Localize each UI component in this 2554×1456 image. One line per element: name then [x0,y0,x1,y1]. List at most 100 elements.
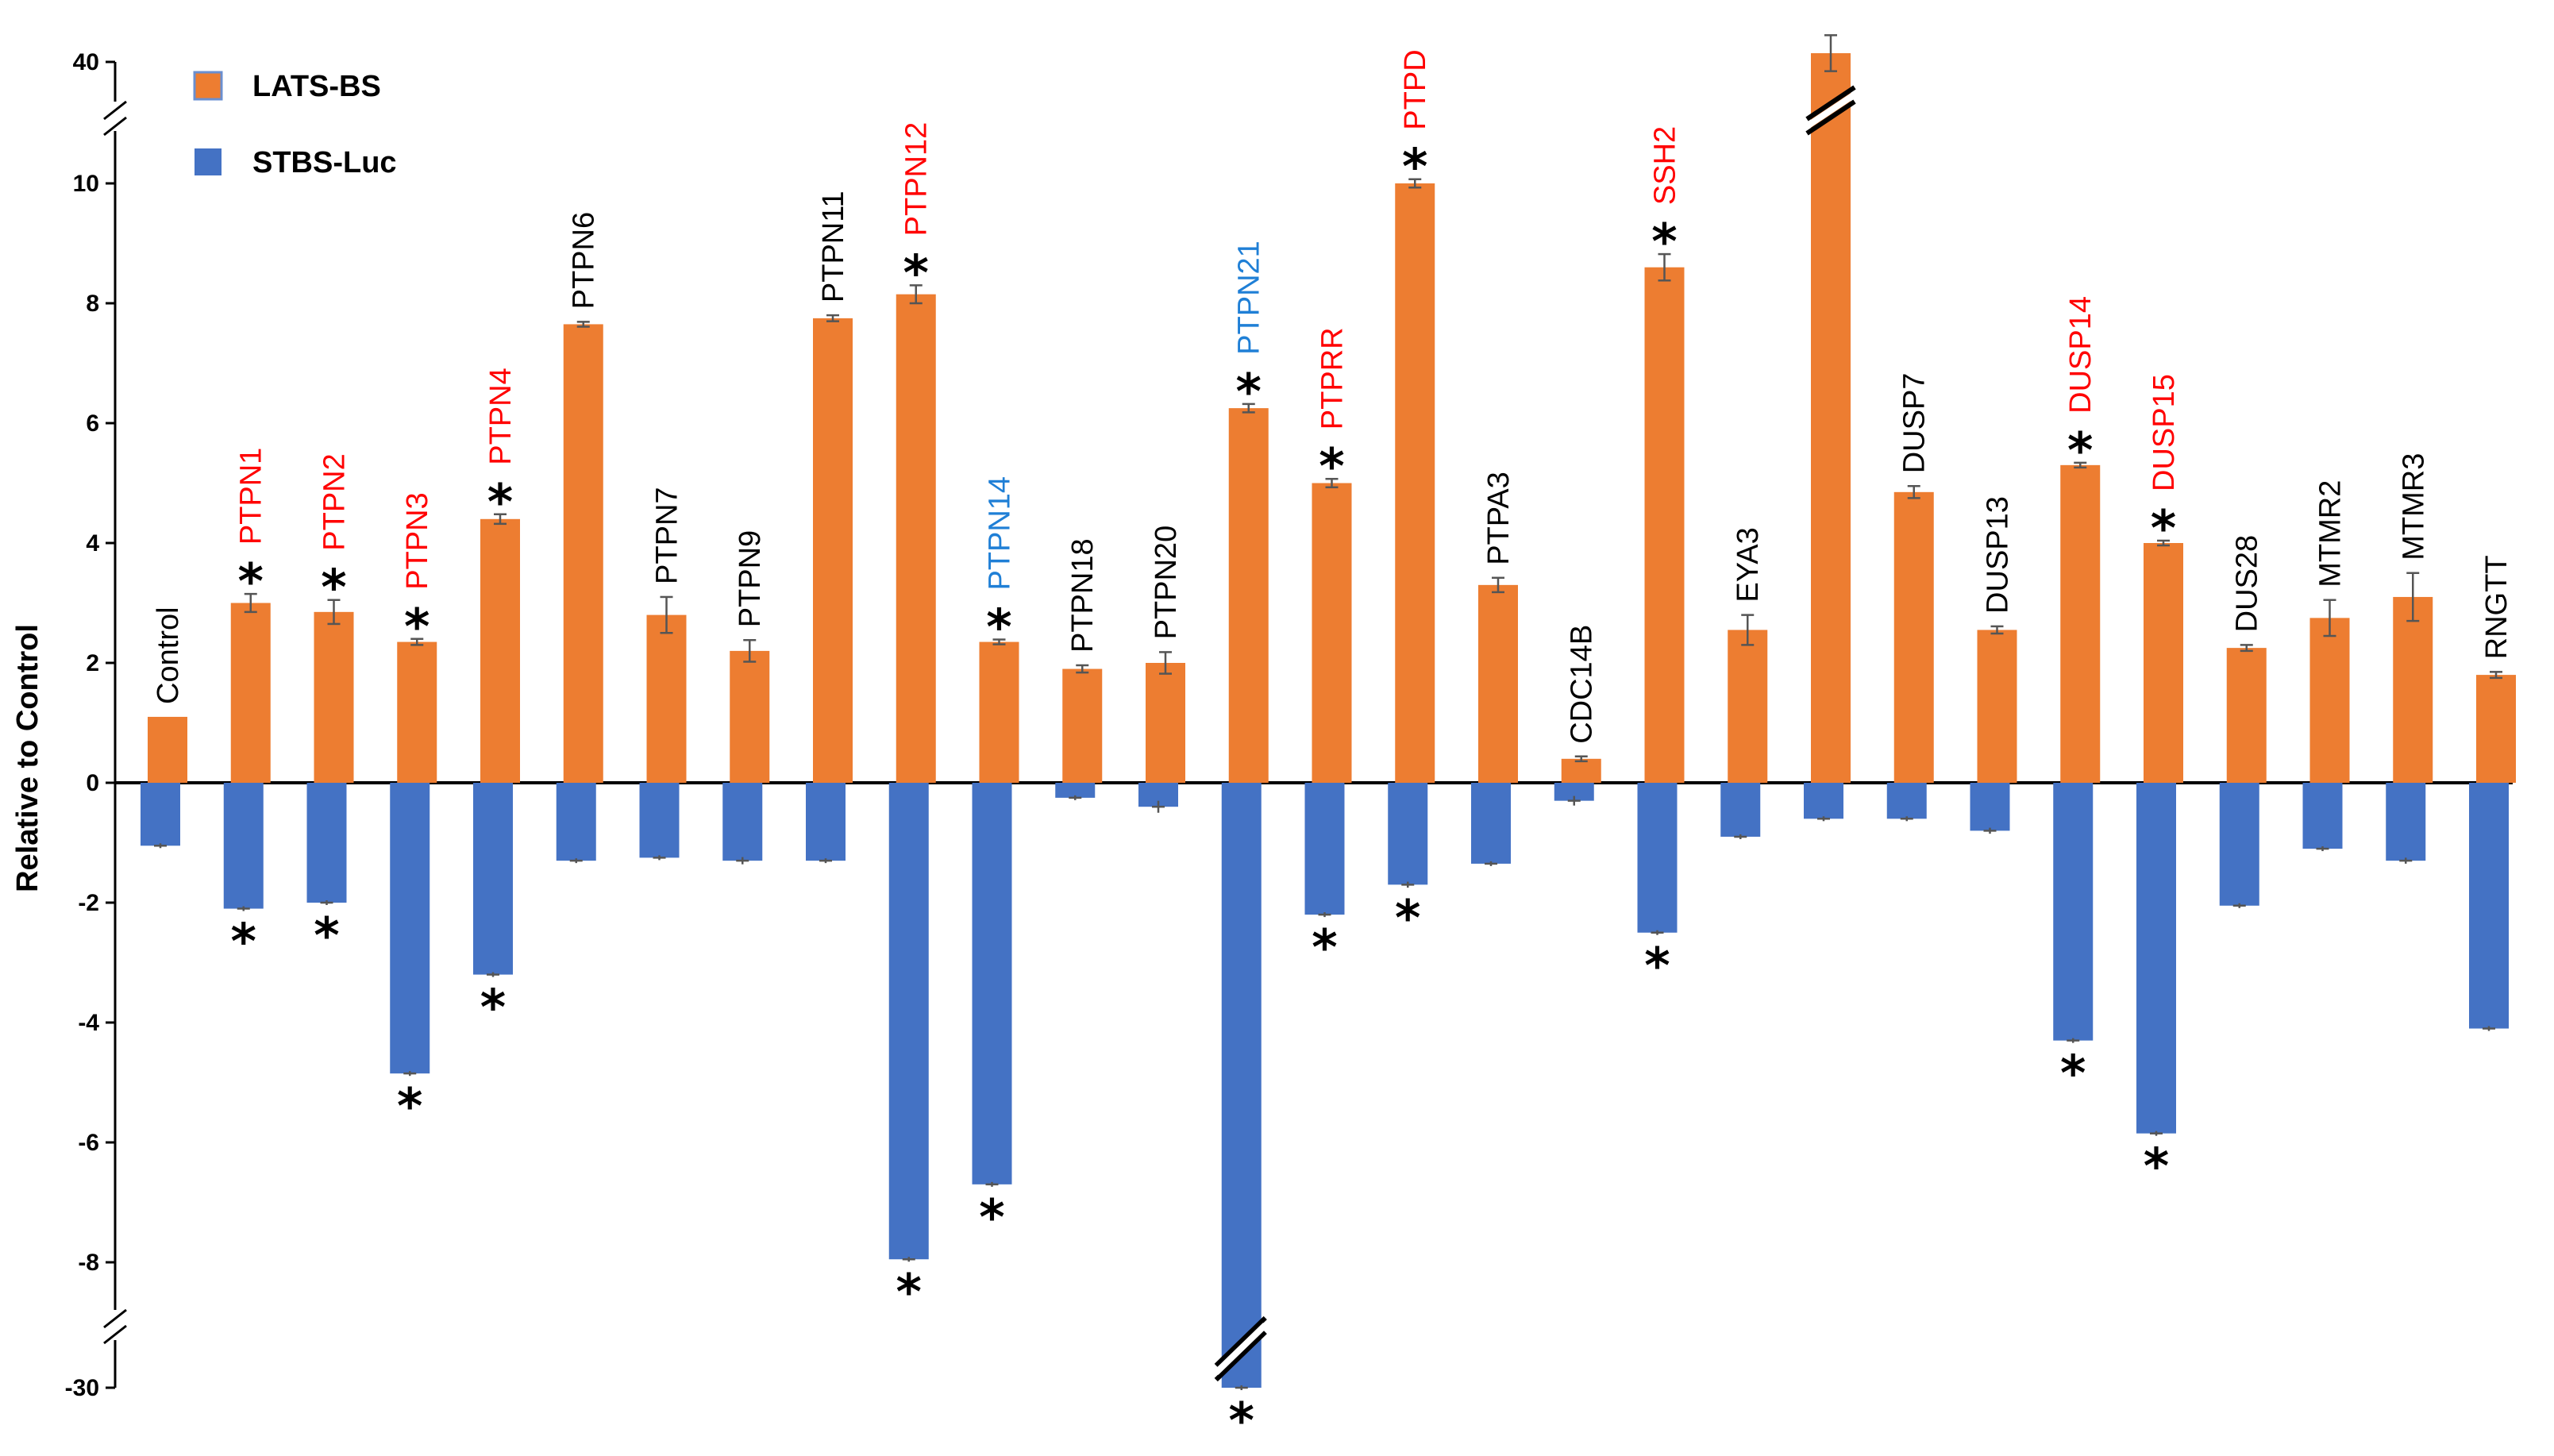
category-label: PTPN18 [1066,538,1100,653]
significance-star: * [480,979,506,1037]
bar-lats-bs [813,318,853,783]
category-label: MTMR2 [2314,480,2348,587]
bar-lats-bs [2060,464,2101,783]
y-tick-label: -8 [78,1250,99,1276]
legend-label: STBS-Luc [252,146,397,179]
bar-break-gap [1213,1323,1268,1375]
bar-stbs-luc [2302,783,2343,849]
y-tick-label: -6 [78,1130,99,1156]
bar-stbs-luc [2386,783,2426,861]
bar-lats-bs [1893,491,1934,783]
bar-lats-bs [2309,618,2350,783]
significance-star: * [231,913,256,971]
bar-stbs-luc [888,783,929,1260]
y-tick-label: -4 [78,1010,99,1036]
significance-star: * [487,473,513,531]
y-axis-bottom-break [103,1308,127,1345]
category-label: DUSP14 [2064,296,2098,414]
significance-star: * [1229,1392,1254,1450]
significance-star: * [2067,422,2093,480]
category-label: PTPN1 [235,448,268,545]
bar-lats-bs [1977,630,2017,783]
significance-star: * [1395,889,1420,947]
y-tick-label: 4 [86,530,99,557]
bar-stbs-luc [141,783,180,846]
bars [141,34,2516,1391]
bar-stbs-luc [1388,783,1428,885]
y-tick-label: 40 [73,49,99,75]
bar-lats-bs [2393,596,2433,783]
category-label: PTPN9 [734,530,767,627]
bar-stbs-luc [306,783,347,903]
bar-lats-bs [1062,668,1103,783]
y-tick-label: 10 [73,171,99,197]
category-label: MTMR3 [2397,453,2430,560]
bar-lats-bs [230,603,271,783]
bar-stbs-luc [2469,783,2509,1029]
significance-star: * [314,907,339,965]
bar-stbs-luc [1886,783,1927,819]
bar-stbs-luc [2219,783,2259,906]
legend-label: LATS-BS [252,70,381,103]
significance-star: * [2151,499,2176,557]
bar-lats-bs [1728,630,1768,783]
bar-stbs-luc [390,783,430,1074]
category-label: PTPRR [1316,327,1350,429]
category-label: PTPN14 [984,476,1017,591]
bar-stbs-luc [972,783,1012,1184]
bar-lats-bs [1644,267,1685,783]
category-label: EYA3 [1732,527,1765,602]
bar-lats-bs [1561,758,1601,783]
category-label: PTPN7 [651,487,684,584]
legend: LATS-BS STBS-Luc [193,70,397,179]
y-tick-label: -2 [78,890,99,916]
bar-lats-bs [1146,663,1185,783]
bar-lats-bs [1478,584,1518,783]
category-label: SSH2 [1649,126,1682,205]
category-label: PTPN2 [318,453,352,550]
significance-star: * [1312,919,1337,976]
bar-lats-bs [2226,648,2267,783]
category-label: CDC14B [1566,625,1599,744]
bar-lats-bs [314,611,354,783]
category-label: PTPN3 [401,492,434,589]
bar-lats-bs [1811,53,1851,783]
significance-star: * [1402,138,1427,196]
category-label: PTPN21 [1233,241,1266,355]
bar-stbs-luc [1637,783,1678,933]
bar-stbs-luc [1055,783,1096,798]
significance-star: * [1651,213,1677,271]
bar-lats-bs [730,650,770,783]
bar-lats-bs [397,641,437,783]
y-tick-label: 8 [86,291,99,317]
bar-lats-bs [896,294,936,783]
significance-star: * [238,553,264,611]
category-label: PTPN11 [817,191,850,302]
bar-stbs-luc [1804,783,1843,819]
y-tick-label: 0 [86,770,99,796]
bar-stbs-luc [1304,783,1345,915]
significance-star: * [1236,363,1262,421]
y-axis-label: Relative to Control [11,624,44,892]
category-label: DUSP13 [1982,496,2015,614]
y-tick-label: 2 [86,650,99,676]
bar-stbs-luc [806,783,846,861]
significance-star: * [321,559,346,617]
bar-stbs-luc [639,783,680,858]
category-label: DUSP15 [2148,374,2181,491]
significance-star: * [404,598,430,656]
category-label: PTPN4 [484,368,518,464]
bar-lats-bs [1228,408,1269,783]
category-label: PTPN20 [1150,526,1183,640]
significance-star: * [896,1263,922,1321]
bar-lats-bs [1312,483,1352,783]
significance-star: * [397,1077,422,1135]
bar-lats-bs [148,716,187,783]
category-label: PTPN12 [900,122,934,237]
bar-stbs-luc [1221,783,1262,1388]
category-label: DUS28 [2231,535,2264,633]
labels: Control * PTPN1 * * PTPN2 * * PTPN3 * * PTPN4 * PTPN6… [152,49,2514,1450]
significance-star: * [979,1188,1004,1246]
bar-lats-bs [646,614,687,783]
bar-stbs-luc [2053,783,2094,1041]
